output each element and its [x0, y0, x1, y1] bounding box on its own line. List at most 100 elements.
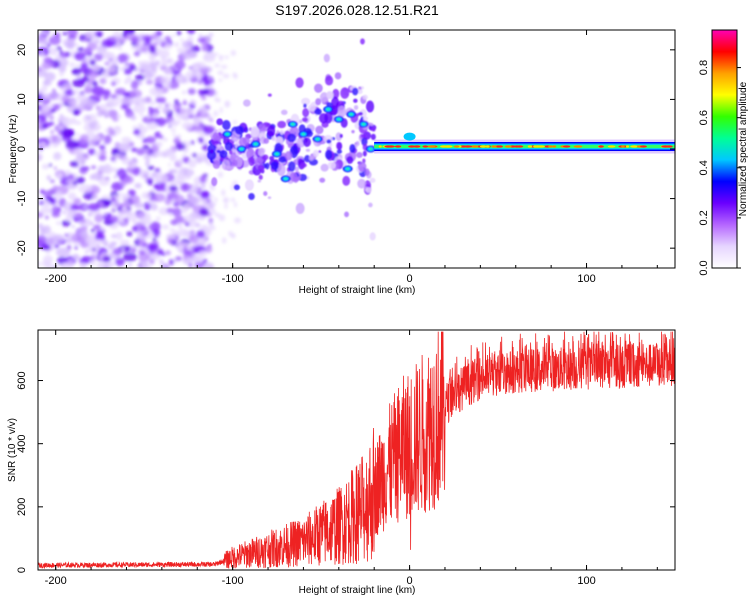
noise-speck	[49, 115, 54, 120]
noise-speck	[79, 98, 95, 109]
noise-speck	[129, 195, 140, 205]
noise-speck	[57, 125, 64, 130]
noise-speck	[88, 121, 96, 129]
noise-speck	[155, 60, 160, 66]
blob-speck	[301, 117, 308, 123]
noise-speck	[93, 86, 102, 96]
blob-speck	[303, 103, 307, 108]
noise-speck	[114, 202, 118, 206]
noise-speck	[136, 148, 146, 156]
noise-speck	[234, 217, 241, 224]
blob-speck	[221, 159, 231, 171]
noise-speck	[38, 223, 44, 230]
noise-speck	[153, 228, 161, 238]
carrier-peak	[516, 145, 524, 148]
noise-speck	[108, 129, 116, 136]
noise-speck	[119, 154, 125, 159]
noise-speck	[143, 154, 151, 160]
noise-speck	[133, 51, 141, 57]
blob-hotspot-center	[369, 148, 372, 150]
blob-speck	[339, 133, 343, 139]
noise-speck	[203, 53, 216, 63]
blob-speck	[289, 172, 298, 182]
carrier-peak	[443, 145, 452, 148]
noise-speck	[195, 156, 204, 164]
noise-speck	[95, 105, 100, 111]
blob-speck	[279, 129, 284, 135]
blob-speck	[340, 87, 350, 99]
noise-speck	[212, 209, 216, 215]
noise-speck	[152, 193, 166, 202]
blob-hotspot-center	[291, 123, 294, 126]
noise-speck	[91, 134, 102, 141]
noise-speck	[89, 239, 97, 247]
blob-speck	[299, 162, 307, 168]
noise-speck	[173, 42, 180, 47]
noise-speck	[88, 148, 96, 156]
carrier-peak	[621, 145, 625, 148]
noise-speck	[150, 101, 156, 105]
noise-speck	[118, 192, 124, 196]
noise-speck	[218, 78, 223, 82]
noise-speck	[102, 95, 110, 101]
blob-speck	[342, 160, 348, 167]
noise-speck	[193, 255, 201, 263]
noise-speck	[175, 214, 183, 223]
noise-speck	[125, 62, 129, 66]
noise-speck	[56, 46, 62, 51]
noise-speck	[55, 32, 61, 39]
spectrogram-x-tick-label: 0	[407, 273, 413, 285]
noise-speck	[64, 40, 76, 49]
noise-speck	[181, 121, 194, 130]
noise-speck	[161, 55, 166, 61]
noise-speck	[139, 113, 144, 117]
noise-speck	[208, 33, 214, 37]
noise-speck	[224, 100, 230, 108]
blob-speck	[261, 154, 269, 161]
noise-speck	[172, 132, 176, 137]
noise-speck	[173, 230, 180, 236]
noise-speck	[218, 214, 226, 222]
blob-hotspot-center	[226, 133, 229, 136]
noise-speck	[222, 73, 230, 79]
noise-speck	[108, 98, 120, 107]
noise-speck	[159, 97, 167, 104]
blob-speck	[278, 156, 287, 163]
noise-speck	[92, 196, 97, 201]
noise-speck	[179, 107, 187, 115]
noise-speck	[110, 234, 117, 239]
noise-speck	[56, 256, 67, 265]
colorbar-tick-label: 0.6	[698, 110, 710, 125]
noise-speck	[145, 136, 157, 144]
noise-speck	[150, 152, 156, 157]
noise-speck	[54, 243, 60, 249]
noise-speck	[118, 47, 122, 51]
noise-speck	[187, 218, 198, 228]
noise-speck	[151, 33, 158, 40]
blob-speck	[224, 142, 233, 151]
noise-speck	[183, 203, 191, 211]
carrier-peak	[472, 145, 478, 148]
noise-speck	[89, 259, 96, 266]
blob-speck	[312, 149, 319, 158]
blob-speck	[332, 88, 340, 99]
noise-speck	[111, 81, 116, 87]
noise-speck	[141, 98, 147, 103]
carrier-peak	[640, 145, 648, 148]
colorbar-tick-label: 0.4	[698, 160, 710, 175]
noise-speck	[61, 95, 70, 103]
blob-hotspot-center	[240, 148, 243, 150]
noise-speck	[154, 174, 168, 184]
spectrogram-carrier-line	[374, 132, 675, 154]
blob-speck	[302, 137, 311, 147]
blob-speck	[233, 184, 240, 191]
noise-speck	[160, 58, 168, 67]
carrier-peak	[384, 145, 392, 148]
noise-speck	[48, 92, 57, 101]
noise-speck	[163, 137, 168, 142]
colorbar-tick-label: 0.8	[698, 60, 710, 75]
noise-speck	[183, 254, 188, 259]
noise-speck	[93, 224, 102, 230]
noise-speck	[164, 36, 172, 42]
carrier-peak	[491, 145, 496, 148]
